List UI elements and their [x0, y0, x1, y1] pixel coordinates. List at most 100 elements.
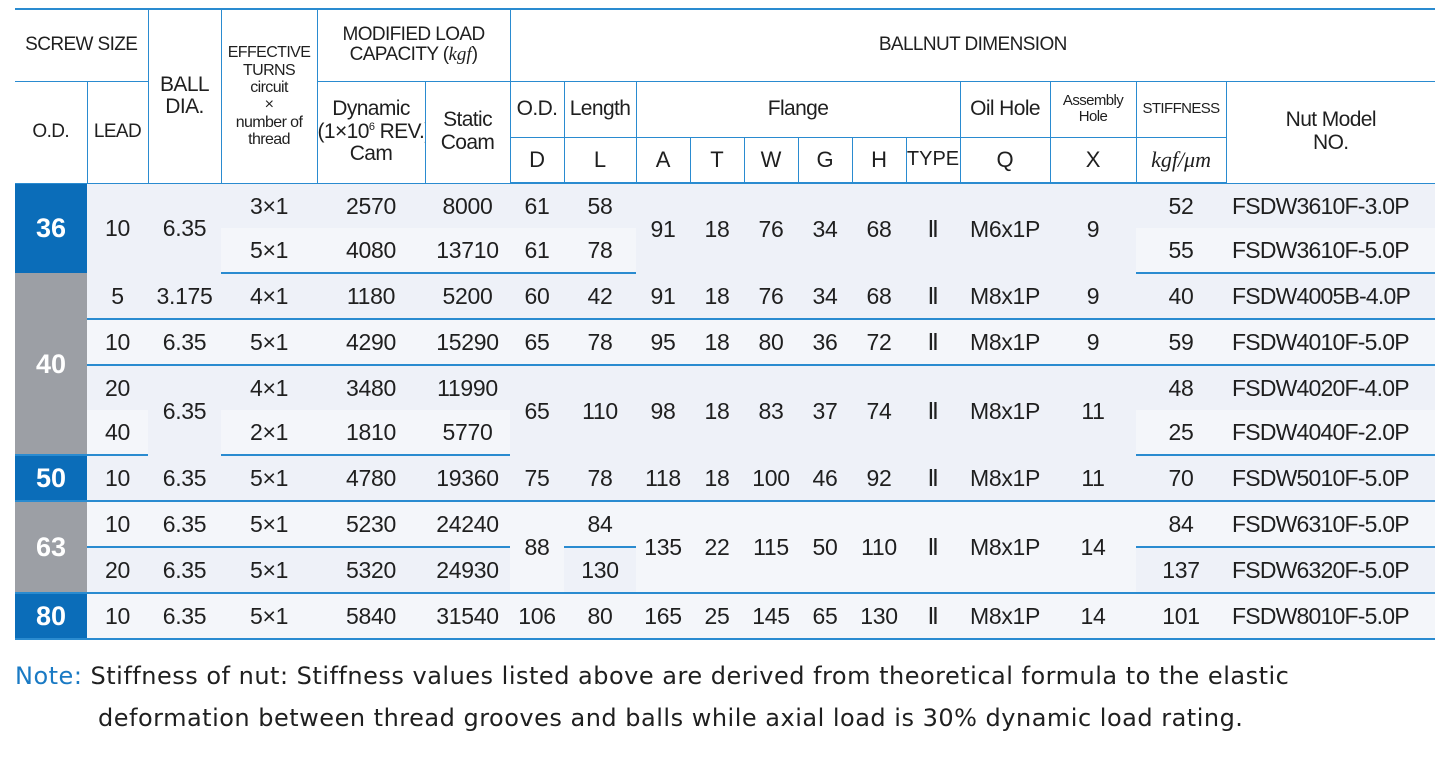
od-header: O.D. — [15, 81, 88, 184]
oil-hole-header: Oil Hole — [960, 81, 1051, 138]
modified-load-capacity-header: MODIFIED LOAD CAPACITY (kgf) — [317, 8, 511, 82]
g-header: G — [798, 137, 853, 184]
dynamic-cell: 5230 — [317, 501, 426, 548]
oil-hole-cell: M8x1P — [960, 501, 1051, 594]
oil-hole-cell: M8x1P — [960, 455, 1051, 502]
table-row: 20 6.35 5×1 5320 24930 130 137 FSDW6320F… — [15, 547, 1436, 594]
assembly-hole-cell: 9 — [1050, 183, 1137, 273]
nut-model-cell: FSDW3610F-5.0P — [1226, 228, 1436, 274]
t-cell: 18 — [690, 455, 745, 502]
oil-hole-cell: M8x1P — [960, 593, 1051, 640]
h-cell: 68 — [852, 183, 907, 273]
static-cell: 24930 — [425, 547, 511, 594]
w-cell: 83 — [744, 365, 799, 455]
static-cell: 19360 — [425, 455, 511, 502]
t-cell: 25 — [690, 593, 745, 640]
assembly-hole-cell: 11 — [1050, 455, 1137, 502]
dynamic-cell: 4290 — [317, 319, 426, 366]
lead-cell: 20 — [87, 365, 149, 410]
ball-dia-cell: 3.175 — [148, 273, 222, 320]
t-header: T — [690, 137, 745, 184]
static-header: Static Coam — [425, 81, 511, 184]
stiffness-cell: 137 — [1136, 547, 1227, 594]
g-cell: 34 — [798, 273, 853, 320]
turns-cell: 3×1 — [221, 183, 318, 228]
screw-od-cell: 63 — [15, 501, 87, 594]
turns-cell: 5×1 — [221, 319, 318, 366]
assembly-hole-cell: 14 — [1050, 501, 1137, 594]
table-row: 80 10 6.35 5×1 5840 31540 106 80 165 25 … — [15, 593, 1436, 640]
static-cell: 13710 — [425, 228, 511, 274]
stiffness-note: Note: Stiffness of nut: Stiffness values… — [15, 655, 1440, 739]
dynamic-cell: 1810 — [317, 410, 426, 456]
screw-od-cell: 36 — [15, 183, 87, 273]
ball-dia-cell: 6.35 — [148, 501, 222, 548]
nut-model-cell: FSDW6310F-5.0P — [1226, 501, 1436, 548]
l-cell: 78 — [564, 319, 637, 366]
a-cell: 98 — [636, 365, 691, 455]
table-row: 36 10 6.35 3×1 2570 8000 61 58 91 18 76 … — [15, 183, 1436, 273]
ballnut-dimension-header: BALLNUT DIMENSION — [510, 8, 1436, 82]
t-cell: 18 — [690, 273, 745, 320]
t-cell: 18 — [690, 319, 745, 366]
assembly-hole-header: Assembly Hole — [1050, 81, 1137, 138]
d-cell: 60 — [510, 273, 565, 320]
stiffness-cell: 48 — [1136, 365, 1227, 410]
static-cell: 5770 — [425, 410, 511, 456]
h-cell: 110 — [852, 501, 907, 594]
lead-cell: 5 — [87, 273, 149, 320]
dynamic-cell: 5320 — [317, 547, 426, 594]
nut-model-cell: FSDW6320F-5.0P — [1226, 547, 1436, 594]
ball-dia-cell: 6.35 — [148, 455, 222, 502]
h-cell: 74 — [852, 365, 907, 455]
lead-cell: 10 — [87, 593, 149, 640]
oil-hole-cell: M8x1P — [960, 273, 1051, 320]
t-cell: 22 — [690, 501, 745, 594]
dynamic-cell: 4780 — [317, 455, 426, 502]
l-cell: 58 — [564, 183, 637, 228]
table-row: 40 2×1 1810 5770 25 FSDW4040F-2.0P — [15, 410, 1436, 456]
ball-dia-cell: 6.35 — [148, 365, 222, 455]
lead-header: LEAD — [87, 81, 149, 184]
screw-od-cell: 40 — [15, 273, 87, 456]
lead-cell: 10 — [87, 501, 149, 548]
a-cell: 135 — [636, 501, 691, 594]
oil-hole-cell: M6x1P — [960, 183, 1051, 273]
stiffness-cell: 52 — [1136, 183, 1227, 228]
l-cell: 78 — [564, 455, 637, 502]
table-row: 10 6.35 5×1 4290 15290 65 78 95 18 80 36… — [15, 319, 1436, 366]
l-cell: 42 — [564, 273, 637, 320]
turns-cell: 5×1 — [221, 593, 318, 640]
stiffness-cell: 40 — [1136, 273, 1227, 320]
h-header: H — [852, 137, 907, 184]
a-cell: 165 — [636, 593, 691, 640]
lead-cell: 10 — [87, 183, 149, 273]
ball-dia-cell: 6.35 — [148, 547, 222, 594]
stiffness-cell: 55 — [1136, 228, 1227, 274]
type-cell: Ⅱ — [906, 593, 961, 640]
table-row: 20 6.35 4×1 3480 11990 65 110 98 18 83 3… — [15, 365, 1436, 455]
type-header: TYPE — [906, 137, 961, 184]
ballscrew-spec-table: SCREW SIZE BALL DIA. EFFECTIVE TURNS circui… — [15, 8, 1436, 640]
nut-model-cell: FSDW4040F-2.0P — [1226, 410, 1436, 456]
turns-cell: 4×1 — [221, 365, 318, 410]
lead-cell: 10 — [87, 455, 149, 502]
static-cell: 8000 — [425, 183, 511, 228]
d-header: D — [510, 137, 565, 184]
dynamic-cell: 3480 — [317, 365, 426, 410]
a-cell: 91 — [636, 273, 691, 320]
nut-model-cell: FSDW3610F-3.0P — [1226, 183, 1436, 228]
note-label: Note: — [15, 662, 83, 690]
turns-cell: 5×1 — [221, 455, 318, 502]
q-header: Q — [960, 137, 1051, 184]
type-cell: Ⅱ — [906, 319, 961, 366]
dynamic-cell: 4080 — [317, 228, 426, 274]
assembly-hole-cell: 14 — [1050, 593, 1137, 640]
w-cell: 145 — [744, 593, 799, 640]
type-cell: Ⅱ — [906, 273, 961, 320]
turns-cell: 5×1 — [221, 547, 318, 594]
table-row: 5×1 4080 13710 61 78 55 FSDW3610F-5.0P — [15, 228, 1436, 274]
type-cell: Ⅱ — [906, 501, 961, 594]
stiffness-unit-header: kgf/μm — [1136, 137, 1227, 184]
h-cell: 92 — [852, 455, 907, 502]
